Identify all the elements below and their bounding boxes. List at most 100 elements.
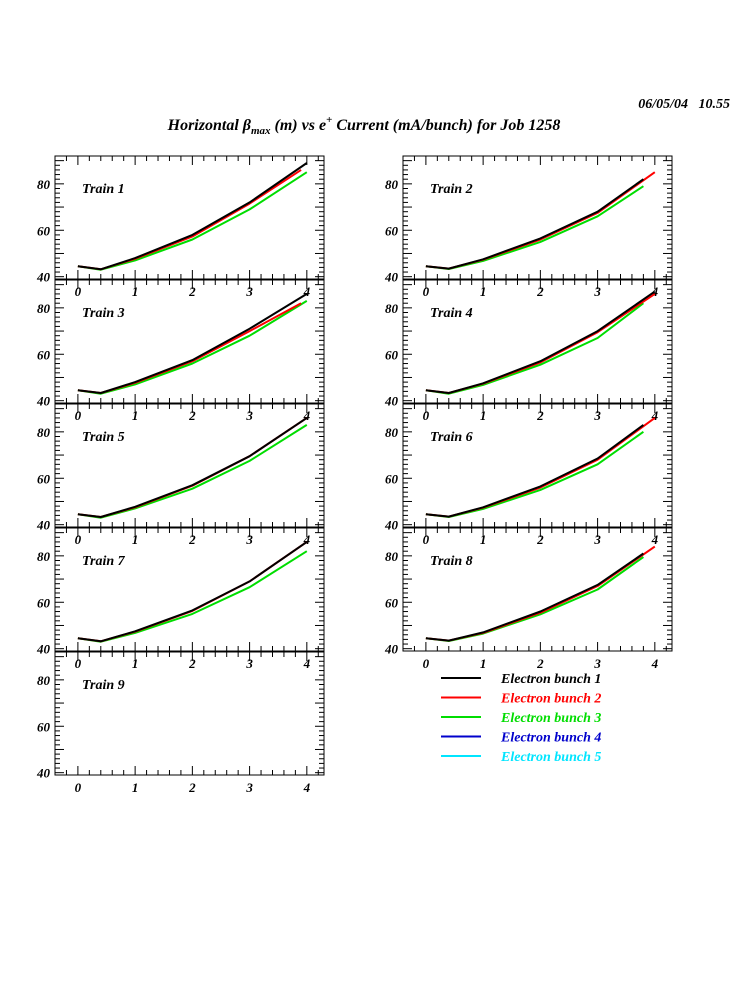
series-line <box>425 178 644 270</box>
x-tick-label: 0 <box>423 284 430 299</box>
panel-label: Train 8 <box>430 554 473 569</box>
x-tick-label: 2 <box>188 780 196 795</box>
chart-legend: Electron bunch 1 Electron bunch 2 Electron… <box>441 672 601 765</box>
panel-label: Train 7 <box>82 554 126 569</box>
x-tick-label: 3 <box>593 408 601 423</box>
series-line <box>77 541 308 643</box>
y-tick-label: 80 <box>37 549 51 564</box>
panel-train-1: 40 60 80 0 1 2 3 4 Train 1 <box>36 155 325 299</box>
panel-label: Train 9 <box>82 678 125 693</box>
y-tick-label: 80 <box>385 301 399 316</box>
x-tick-label: 0 <box>75 284 82 299</box>
x-tick-label: 3 <box>593 284 601 299</box>
x-tick-label: 4 <box>303 780 311 795</box>
panel-label: Train 1 <box>82 182 125 197</box>
panel-label: Train 6 <box>430 430 473 445</box>
panel-train-8: 40 60 80 0 1 2 3 4 Train 8 <box>384 527 673 671</box>
legend-entry: Electron bunch 1 <box>441 672 601 687</box>
legend-label: Electron bunch 1 <box>500 672 601 687</box>
x-tick-label: 1 <box>480 408 487 423</box>
x-tick-label: 0 <box>75 780 82 795</box>
x-tick-label: 4 <box>303 656 311 671</box>
y-tick-label: 60 <box>37 719 51 734</box>
legend-entry: Electron bunch 5 <box>441 750 601 765</box>
panel-train-4: 40 60 80 0 1 2 3 4 Train 4 <box>384 279 673 423</box>
chart-title: Horizontal βmax (m) vs e+ Current (mA/bu… <box>167 114 561 137</box>
x-tick-label: 2 <box>188 408 196 423</box>
x-tick-label: 4 <box>651 408 659 423</box>
x-tick-label: 2 <box>536 656 544 671</box>
x-tick-label: 2 <box>536 284 544 299</box>
x-tick-label: 3 <box>245 656 253 671</box>
legend-entry: Electron bunch 4 <box>441 731 601 746</box>
legend-label: Electron bunch 4 <box>500 731 601 746</box>
x-tick-label: 4 <box>303 408 311 423</box>
y-tick-label: 40 <box>36 518 51 533</box>
y-tick-label: 60 <box>385 595 399 610</box>
x-tick-label: 4 <box>651 656 659 671</box>
panel-label: Train 4 <box>430 306 473 321</box>
y-tick-label: 80 <box>37 301 51 316</box>
y-tick-label: 80 <box>37 673 51 688</box>
panel-frame <box>402 527 673 652</box>
x-tick-label: 0 <box>423 656 430 671</box>
x-tick-label: 1 <box>132 408 139 423</box>
title-part-plus: + <box>326 114 332 126</box>
y-tick-label: 40 <box>384 270 399 285</box>
x-tick-label: 1 <box>480 532 487 547</box>
x-tick-label: 0 <box>75 656 82 671</box>
y-tick-label: 40 <box>384 642 399 657</box>
y-tick-label: 80 <box>385 425 399 440</box>
y-tick-label: 80 <box>37 425 51 440</box>
legend-entry: Electron bunch 3 <box>441 711 601 726</box>
x-tick-label: 1 <box>132 656 139 671</box>
x-tick-label: 3 <box>245 532 253 547</box>
series-line <box>425 424 644 518</box>
x-tick-label: 1 <box>480 656 487 671</box>
x-tick-label: 1 <box>132 284 139 299</box>
legend-entry: Electron bunch 2 <box>441 692 601 707</box>
y-tick-label: 80 <box>37 177 51 192</box>
x-tick-label: 3 <box>593 656 601 671</box>
x-tick-label: 3 <box>245 408 253 423</box>
title-part-max: max <box>251 125 271 137</box>
series-line <box>77 417 308 518</box>
x-tick-label: 0 <box>75 408 82 423</box>
y-tick-label: 40 <box>36 766 51 781</box>
x-tick-label: 0 <box>423 532 430 547</box>
y-tick-label: 80 <box>385 549 399 564</box>
panel-label: Train 3 <box>82 306 125 321</box>
x-tick-label: 2 <box>188 284 196 299</box>
panel-frame <box>402 279 673 404</box>
x-tick-label: 4 <box>303 284 311 299</box>
y-tick-label: 40 <box>36 642 51 657</box>
series-line <box>77 293 308 394</box>
series-line <box>425 552 644 642</box>
x-tick-label: 2 <box>188 532 196 547</box>
series-line <box>425 556 644 642</box>
y-tick-label: 60 <box>37 471 51 486</box>
x-tick-label: 3 <box>245 780 253 795</box>
legend-label: Electron bunch 2 <box>500 692 601 707</box>
panel-frame <box>54 651 325 776</box>
x-tick-label: 2 <box>536 532 544 547</box>
title-part-vs: (m) vs e <box>271 117 327 134</box>
x-tick-label: 0 <box>75 532 82 547</box>
legend-label: Electron bunch 3 <box>500 711 601 726</box>
series-line <box>425 290 656 394</box>
y-tick-label: 40 <box>36 394 51 409</box>
panel-train-5: 40 60 80 0 1 2 3 4 Train 5 <box>36 403 325 547</box>
series-line <box>77 162 308 271</box>
y-tick-label: 40 <box>384 518 399 533</box>
panel-label: Train 5 <box>82 430 125 445</box>
x-tick-label: 2 <box>188 656 196 671</box>
y-tick-label: 60 <box>37 223 51 238</box>
panel-frame <box>402 155 673 280</box>
panel-frame <box>54 403 325 528</box>
y-tick-label: 60 <box>385 223 399 238</box>
y-tick-label: 60 <box>37 347 51 362</box>
